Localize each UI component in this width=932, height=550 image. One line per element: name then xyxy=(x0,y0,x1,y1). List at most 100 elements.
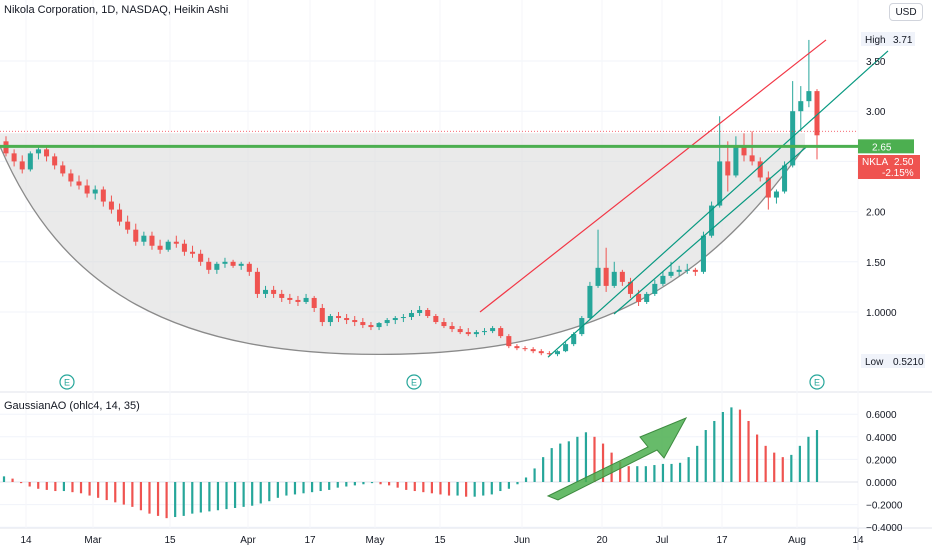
resistance-value: 2.65 xyxy=(872,142,892,153)
candle-body xyxy=(222,261,228,264)
ticker-price-box xyxy=(858,155,920,179)
low-label-box xyxy=(861,354,925,368)
time-tick-label: 20 xyxy=(596,535,608,546)
candle-body xyxy=(798,101,804,112)
candle-body xyxy=(76,181,82,186)
candle-body xyxy=(319,307,325,323)
channel-lower-line xyxy=(547,50,889,358)
candle-body xyxy=(376,323,382,328)
candle-body xyxy=(165,241,171,250)
candle-body xyxy=(68,173,74,182)
candle-body xyxy=(368,325,374,328)
candle-body xyxy=(465,332,471,335)
time-tick-label: Jul xyxy=(656,535,669,546)
osc-tick-label: 0.4000 xyxy=(866,433,897,444)
candle-body xyxy=(60,165,66,174)
candle-body xyxy=(692,269,698,272)
candle-body xyxy=(27,153,33,170)
candle-body xyxy=(44,149,50,157)
candle-body xyxy=(741,145,747,156)
currency-selector[interactable]: USD xyxy=(889,3,923,21)
osc-tick-label: 0.2000 xyxy=(866,455,897,466)
candle-body xyxy=(335,316,342,319)
candle-body xyxy=(733,145,739,176)
candle-body xyxy=(344,318,350,321)
earnings-marker-icon[interactable] xyxy=(406,374,422,390)
candle-body xyxy=(676,269,682,272)
candle-body xyxy=(392,318,398,321)
candle-body xyxy=(400,317,406,319)
candle-body xyxy=(295,299,301,302)
candle-body xyxy=(814,91,820,136)
candle-body xyxy=(652,283,658,294)
candle-body xyxy=(603,267,609,286)
candle-body xyxy=(84,185,90,194)
cup-fill xyxy=(0,146,805,355)
time-tick-label: Aug xyxy=(788,535,806,546)
candle-body xyxy=(636,293,642,302)
candle-body xyxy=(449,326,455,330)
price-tick-label: 2.00 xyxy=(866,208,886,219)
channel-mid-line xyxy=(613,146,807,315)
candle-body xyxy=(100,189,106,202)
high-value: 3.71 xyxy=(893,35,913,46)
candle-body xyxy=(425,309,431,317)
candle-body xyxy=(254,271,260,294)
price-tick-label: 3.50 xyxy=(866,57,886,68)
candle-body xyxy=(700,235,706,272)
candle-body xyxy=(709,205,715,236)
candle-body xyxy=(198,253,204,262)
candle-body xyxy=(627,281,633,294)
chart-title: Nikola Corporation, 1D, NASDAQ, Heikin A… xyxy=(4,4,229,16)
candle-body xyxy=(522,348,528,350)
candle-body xyxy=(384,320,390,324)
candle-body xyxy=(92,189,98,194)
osc-tick-label: −0.4000 xyxy=(866,523,903,534)
earnings-marker-icon[interactable] xyxy=(59,374,75,390)
candle-body xyxy=(263,289,269,294)
candle-body xyxy=(190,251,196,254)
candle-body xyxy=(52,156,58,166)
candle-body xyxy=(206,261,212,270)
price-tick-label: 1.0000 xyxy=(866,308,897,319)
time-tick-label: Apr xyxy=(240,535,256,546)
candle-body xyxy=(611,271,617,286)
candle-body xyxy=(408,313,415,318)
candle-body xyxy=(595,267,601,286)
candle-body xyxy=(782,165,788,192)
candle-body xyxy=(619,271,625,282)
candle-body xyxy=(717,161,723,206)
candle-body xyxy=(481,331,488,333)
candle-body xyxy=(133,229,139,242)
price-tick-label: 3.00 xyxy=(866,107,886,118)
ticker-label: NKLA xyxy=(862,157,888,168)
candle-body xyxy=(303,297,309,302)
osc-tick-label: 0.0000 xyxy=(866,478,897,489)
candle-body xyxy=(141,235,147,242)
earnings-marker-icon[interactable] xyxy=(809,374,825,390)
candle-body xyxy=(571,334,577,345)
candle-body xyxy=(473,332,479,335)
time-tick-label: 15 xyxy=(164,535,176,546)
candle-body xyxy=(441,322,447,327)
oscillator-title: GaussianAO (ohlc4, 14, 35) xyxy=(4,400,140,412)
candle-body xyxy=(790,111,796,166)
candle-body xyxy=(457,329,463,333)
candle-body xyxy=(181,243,187,252)
candle-body xyxy=(19,161,25,170)
time-tick-label: May xyxy=(366,535,385,546)
candle-body xyxy=(773,191,779,198)
trend-arrow-icon xyxy=(546,416,688,501)
candle-body xyxy=(230,261,236,266)
candle-body xyxy=(644,293,650,302)
channel-upper-line xyxy=(479,39,827,313)
candle-body xyxy=(684,269,690,271)
candle-body xyxy=(587,285,593,319)
cup-rim xyxy=(0,133,805,147)
candle-body xyxy=(327,316,333,323)
candle-body xyxy=(238,263,244,266)
candle-body xyxy=(668,271,674,276)
earnings-marker-label: E xyxy=(814,378,820,388)
resistance-value-box xyxy=(858,139,914,154)
